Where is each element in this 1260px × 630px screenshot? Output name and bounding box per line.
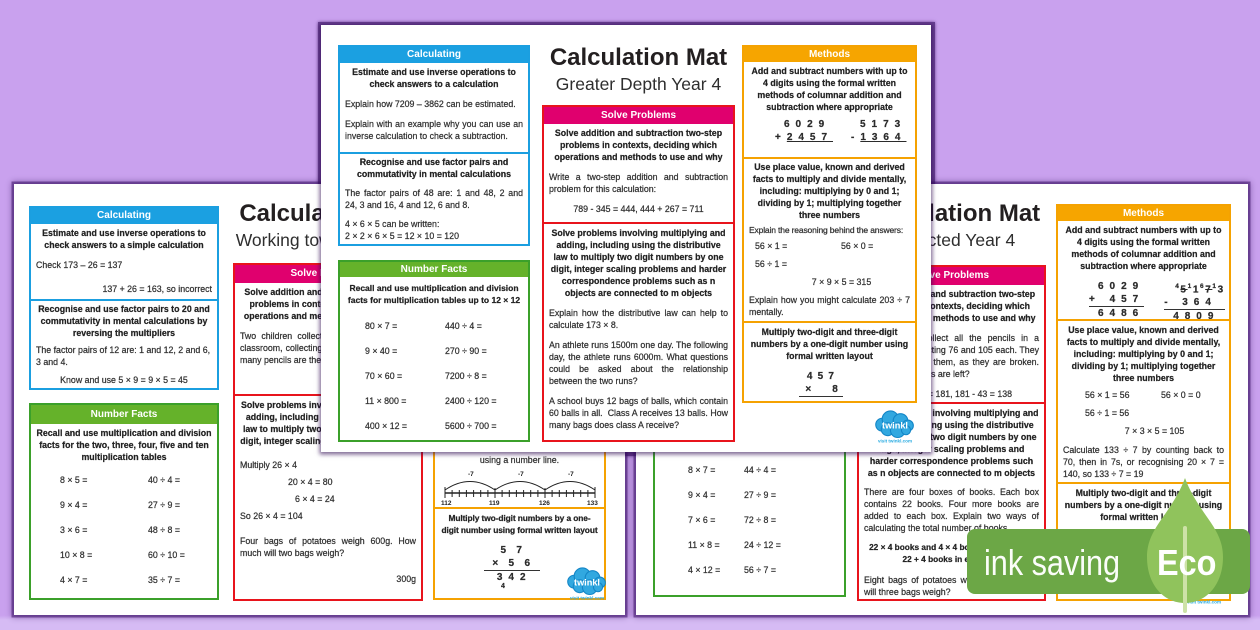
svg-text:126: 126 [539,500,550,506]
svg-text:-7: -7 [518,471,524,478]
svg-text:twinkl: twinkl [882,420,908,430]
svg-text:twinkl: twinkl [574,577,600,587]
svg-text:visit twinkl.com: visit twinkl.com [878,439,912,444]
svg-text:119: 119 [489,500,500,506]
svg-text:-7: -7 [468,471,474,478]
svg-text:-7: -7 [568,471,574,478]
svg-text:133: 133 [587,500,598,506]
svg-text:112: 112 [441,500,452,506]
svg-text:visit twinkl.com: visit twinkl.com [1187,600,1221,605]
